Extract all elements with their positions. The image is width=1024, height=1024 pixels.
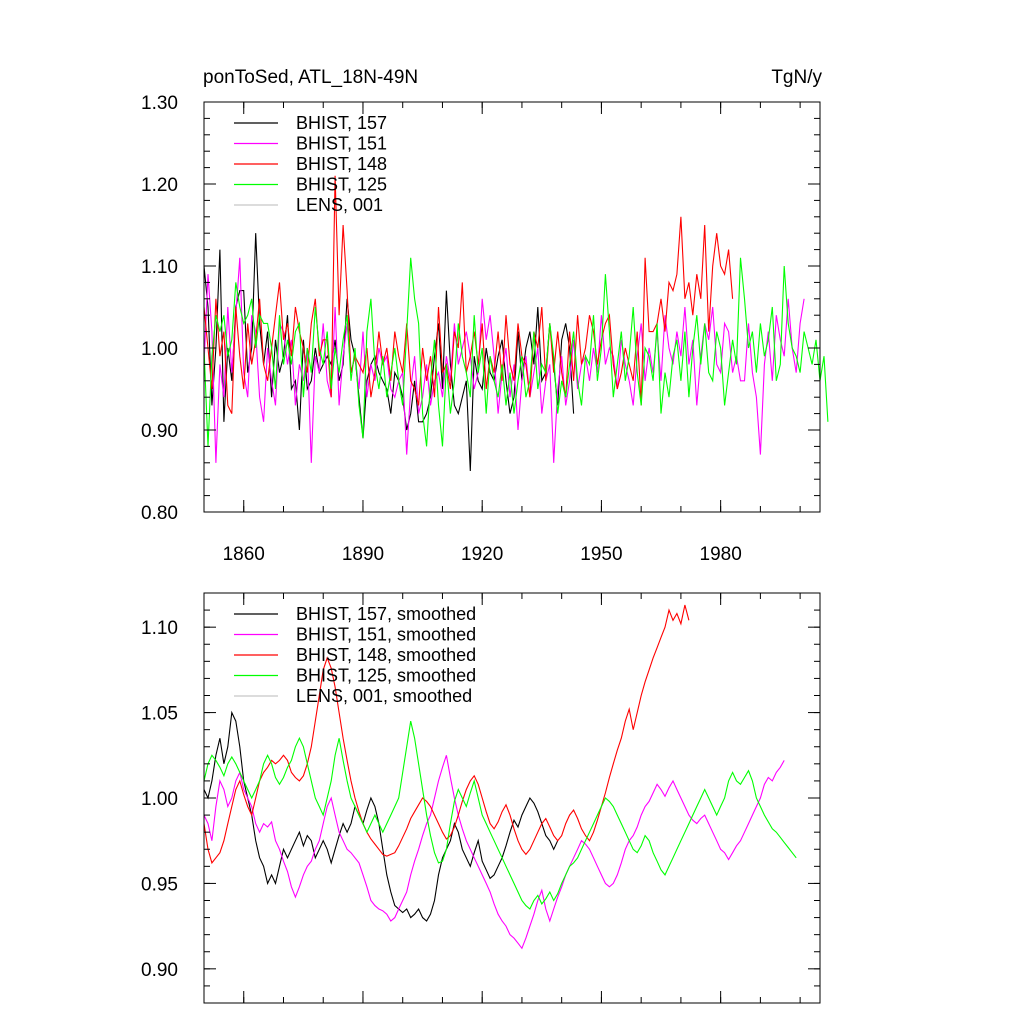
- bottom-ytick-label: 0.95: [141, 874, 178, 895]
- bottom-series-line-bhist-148-smoothed: [203, 604, 690, 865]
- top-xtick-label: 1980: [700, 544, 742, 565]
- bottom-ytick-label: 0.90: [141, 960, 178, 981]
- bottom-legend-label-bhist-125-smoothed: BHIST, 125, smoothed: [296, 666, 476, 686]
- bottom-legend-label-lens-001-smoothed: LENS, 001, smoothed: [296, 686, 472, 706]
- bottom-panel: 0.90 0.95 1.00 1.05 1.10 BHIST, 157, smoothe…: [141, 592, 821, 1004]
- bottom-legend-label-bhist-157-smoothed: BHIST, 157, smoothed: [296, 604, 476, 624]
- bottom-legend-label-bhist-151-smoothed: BHIST, 151, smoothed: [296, 625, 476, 645]
- top-legend-label-bhist-157: BHIST, 157: [296, 113, 387, 133]
- top-ytick-label: 1.20: [141, 175, 178, 196]
- top-ytick-label: 1.10: [141, 257, 178, 278]
- top-xtick-label: 1890: [342, 544, 384, 565]
- top-series-line-bhist-157: [203, 233, 575, 472]
- top-legend-label-bhist-125: BHIST, 125: [296, 175, 387, 195]
- top-ytick-label: 1.00: [141, 339, 178, 360]
- bottom-ytick-label: 1.10: [141, 618, 178, 639]
- top-ytick-label: 0.90: [141, 421, 178, 442]
- top-panel-units: TgN/y: [771, 67, 822, 88]
- bottom-ytick-label: 1.05: [141, 704, 178, 725]
- top-plot-frame: [203, 101, 821, 513]
- top-legend-label-lens-001: LENS, 001: [296, 195, 383, 215]
- bottom-panel-axes: 0.90 0.95 1.00 1.05 1.10: [141, 592, 821, 1004]
- top-panel: ponToSed, ATL_18N-49N TgN/y 0.80 0.90 1.00…: [141, 67, 829, 565]
- top-panel-axes: 0.80 0.90 1.00 1.10 1.20 1.30 1860 1890 1920 1950…: [141, 93, 821, 565]
- top-series-line-bhist-125: [203, 257, 829, 447]
- top-ytick-label: 0.80: [141, 503, 178, 524]
- bottom-panel-series: [203, 604, 797, 950]
- top-xtick-label: 1860: [223, 544, 265, 565]
- top-legend-label-bhist-151: BHIST, 151: [296, 134, 387, 154]
- top-series-line-bhist-148: [203, 175, 734, 414]
- top-panel-title: ponToSed, ATL_18N-49N: [203, 67, 418, 88]
- bottom-series-line-bhist-125-smoothed: [203, 720, 797, 910]
- top-xtick-label: 1920: [461, 544, 503, 565]
- top-ytick-label: 1.30: [141, 93, 178, 114]
- bottom-ytick-label: 1.00: [141, 789, 178, 810]
- bottom-series-line-bhist-151-smoothed: [203, 755, 785, 950]
- bottom-series-line-bhist-157-smoothed: [203, 710, 559, 922]
- top-panel-series: [203, 175, 829, 472]
- top-legend-label-bhist-148: BHIST, 148: [296, 154, 387, 174]
- top-xtick-label: 1950: [580, 544, 622, 565]
- bottom-legend-label-bhist-148-smoothed: BHIST, 148, smoothed: [296, 645, 476, 665]
